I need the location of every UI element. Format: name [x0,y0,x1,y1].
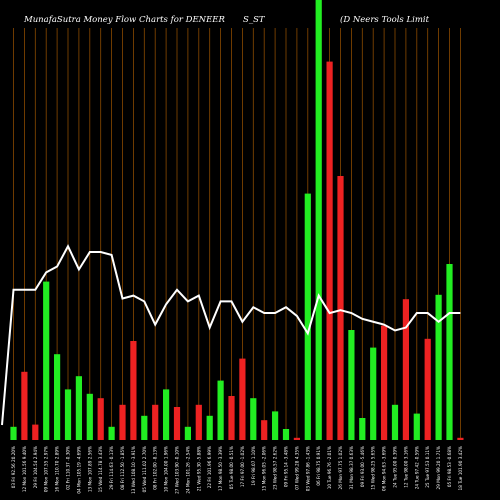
bar [239,358,246,440]
bar [217,380,224,440]
bar [446,264,453,440]
bar [10,426,17,440]
chart-title: MunafaSutra Money Flow Charts for DENEER [23,15,226,25]
bar [141,415,148,440]
bar [326,61,333,440]
x-tick-label: 09 Fri 93.00 -5.46% [360,446,365,487]
bar [457,437,464,440]
x-tick-label: 04 Mon 105.19 -4.69% [76,446,81,494]
x-tick-label: 29 Fri 104.54 2.94% [33,446,38,488]
x-tick-label: 06 Fri 98.75 0.91% [316,446,321,486]
x-tick-label: 07 Wed 99.28 4.35% [294,446,299,490]
x-tick-label: 08 Fri 112.50 -1.85% [120,446,125,490]
x-tick-label: 15 Wed 98.25 5.65% [371,446,376,490]
x-tick-label: 05 Wed 111.02 2.70% [142,446,147,492]
x-tick-label: 06 Mon 94.63 -3.69% [382,446,387,491]
x-tick-label: 17 Mon 98.50 -3.39% [218,446,223,491]
chart-title-company: (D Neers Tools Limit [340,14,430,25]
x-tick-labels: 03 Fri 92.56 20.20% 12 Mon 101.56 9.40% 29… [11,446,463,494]
bar [250,398,257,440]
x-tick-label: 15 Wed 114.78 3.43% [98,446,103,492]
x-tick-label: 19 Fri 98.07 1.10% [251,446,256,486]
bar [108,426,115,440]
x-tick-label: 27 Wed 103.90 -0.10% [175,446,180,494]
bar [370,347,377,440]
bar [119,404,126,440]
x-tick-label: 23 Wed 98.57 2.62% [273,446,278,490]
bar [130,341,137,440]
bar [402,299,409,440]
bar [315,0,322,440]
x-tick-label: 05 Tue 98.00 -0.51% [229,446,234,489]
bar [413,413,420,440]
x-tick-label: 26 Mon 97.75 1.02% [338,446,343,489]
x-tick-label: 03 Wed 97.86 -1.43% [305,446,310,491]
x-tick-label: 17 Fri 97.00 -1.02% [240,446,245,487]
bar [54,354,61,440]
x-tick-label: 31 Mon 98.37 0.63% [349,446,354,489]
x-tick-label: 16 Mon 110.70 2.89% [55,446,60,492]
x-tick-label: 24 Tue 95.00 0.39% [393,446,398,488]
x-tick-label: 18 Tue 101.90 3.42% [458,446,463,490]
x-tick-label: 10 Tue 96.76 -2.01% [327,446,332,489]
bar [173,407,181,440]
bar [348,330,355,440]
x-tick-label: 29 Fri 114.63 -0.13% [109,446,114,490]
x-tick-label: 08 Fri 102.00 -8.13% [153,446,158,490]
bar [75,376,82,440]
bar [293,437,300,440]
bar-series [10,0,464,440]
bar [304,193,311,440]
bar [206,415,213,440]
x-tick-label: 22 Fri 101.96 6.99% [207,446,212,488]
bar [97,398,104,440]
x-tick-label: 29 Mon 99.20 1.71% [436,446,441,489]
bar [21,371,28,440]
bar [32,424,39,440]
x-tick-label: 05 Fri 98.53 -0.68% [447,446,452,487]
bar [282,429,290,440]
bar [272,411,279,440]
bar [228,396,235,440]
bar [195,404,202,440]
x-tick-label: 10 Mon 104.00 1.96% [164,446,169,492]
chart-title-symbol: S_ST [243,15,266,25]
x-tick-label: 21 Wed 95.30 -5.88% [196,446,201,491]
x-tick-label: 24 Tue 97.42 -0.59% [414,446,419,489]
x-tick-label: 12 Mon 101.56 9.40% [22,446,27,492]
bar [184,426,191,440]
bar [261,420,268,440]
x-tick-label: 15 Mon 96.05 -2.06% [262,446,267,491]
x-tick-label: 13 Mon 107.89 2.56% [87,446,92,492]
x-tick-label: 09 Fri 95.14 -3.48% [284,446,289,487]
bar [391,404,399,440]
bar [64,389,72,440]
bar [359,418,366,440]
bar [435,294,442,440]
bar [163,389,170,440]
bar [381,325,388,440]
x-tick-label: 09 Mon 107.55 2.97% [44,446,49,492]
bar [43,281,50,440]
bar [424,338,431,440]
x-tick-label: 03 Fri 92.56 20.20% [11,446,16,488]
x-tick-label: 24 Mon 101.26 -2.54% [185,446,190,494]
bar [86,393,93,440]
x-tick-label: 25 Tue 97.53 0.11% [425,446,430,488]
x-tick-label: 13 Wed 108.10 -3.91% [131,446,136,494]
money-flow-line [1,244,461,426]
x-tick-label: 12 Tue 98.00 3.16% [403,446,408,488]
x-tick-label: 02 Fri 110.37 -0.30% [66,446,71,490]
bar [337,176,344,440]
bar [152,404,159,440]
